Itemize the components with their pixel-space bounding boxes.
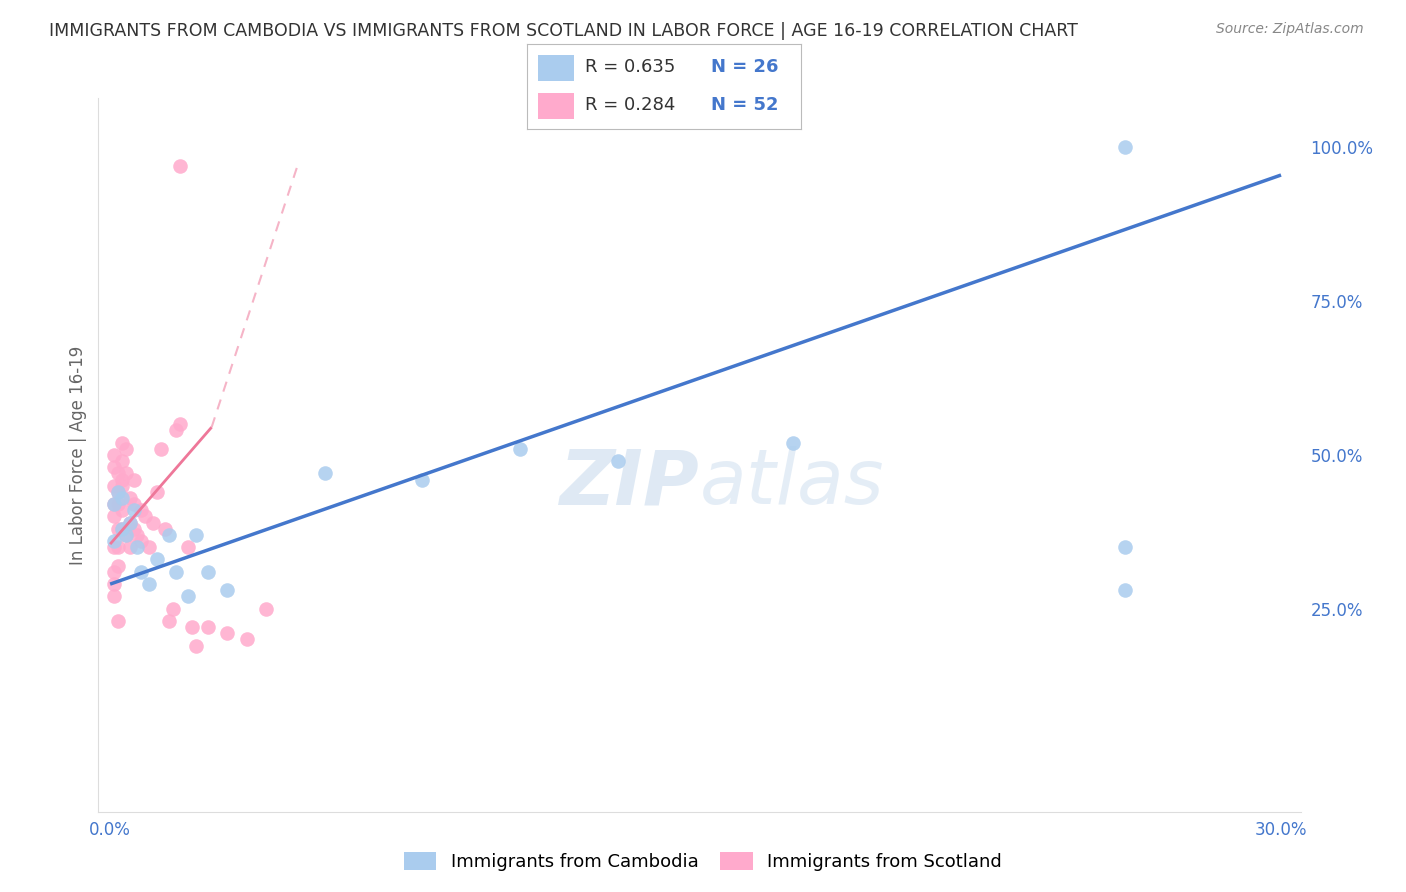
Point [509,442,531,456]
Y-axis label: In Labor Force | Age 16-19: In Labor Force | Age 16-19 [69,345,87,565]
Point [103,497,125,511]
Point [107,558,129,573]
Text: Source: ZipAtlas.com: Source: ZipAtlas.com [1216,22,1364,37]
Point [103,565,125,579]
Point [181,620,204,634]
Point [134,509,156,524]
Point [103,540,125,554]
Point [157,614,180,628]
Point [103,497,125,511]
Point [146,484,169,499]
Point [1114,140,1136,154]
Point [169,159,191,173]
Point [197,565,219,579]
Bar [538,94,574,119]
Text: N = 52: N = 52 [711,96,779,114]
Legend: Immigrants from Cambodia, Immigrants from Scotland: Immigrants from Cambodia, Immigrants fro… [396,846,1010,879]
Point [111,478,134,492]
Point [217,583,239,598]
Point [114,528,136,542]
Text: atlas: atlas [700,447,884,520]
Point [111,454,134,468]
Point [114,442,136,456]
Point [157,528,180,542]
Point [114,528,136,542]
Point [118,491,141,505]
Point [177,590,200,604]
Point [177,540,200,554]
Point [107,614,129,628]
Point [142,516,165,530]
Point [122,497,145,511]
Point [107,540,129,554]
Point [184,528,207,542]
Point [107,467,129,481]
Point [782,435,804,450]
Text: R = 0.635: R = 0.635 [585,58,675,76]
Point [162,601,184,615]
Point [127,540,149,554]
Point [153,522,176,536]
Point [111,522,134,536]
Point [314,467,336,481]
Point [111,503,134,517]
Point [131,534,153,549]
Point [138,540,160,554]
Point [131,565,153,579]
Point [107,497,129,511]
Text: R = 0.284: R = 0.284 [585,96,675,114]
Point [107,484,129,499]
Point [103,590,125,604]
Point [1114,583,1136,598]
Point [166,565,188,579]
Point [131,503,153,517]
Point [103,460,125,475]
Bar [538,54,574,80]
Point [111,491,134,505]
Point [169,417,191,432]
Text: IMMIGRANTS FROM CAMBODIA VS IMMIGRANTS FROM SCOTLAND IN LABOR FORCE | AGE 16-19 : IMMIGRANTS FROM CAMBODIA VS IMMIGRANTS F… [49,22,1078,40]
Point [103,448,125,462]
Point [107,522,129,536]
Text: N = 26: N = 26 [711,58,779,76]
Point [1114,540,1136,554]
Point [217,626,239,640]
Point [118,516,141,530]
Point [197,620,219,634]
Point [184,639,207,653]
Point [103,478,125,492]
Point [111,473,134,487]
Point [411,473,433,487]
Point [127,528,149,542]
Point [606,454,628,468]
Point [122,473,145,487]
Point [103,509,125,524]
Point [103,577,125,591]
Point [103,534,125,549]
Point [138,577,160,591]
Point [149,442,172,456]
Point [254,601,277,615]
Point [118,540,141,554]
Point [111,435,134,450]
Point [166,423,188,437]
Point [107,484,129,499]
Point [111,522,134,536]
Point [118,516,141,530]
Point [114,467,136,481]
Point [122,503,145,517]
Point [146,552,169,566]
Point [235,632,257,647]
Point [122,522,145,536]
Text: ZIP: ZIP [560,447,700,520]
